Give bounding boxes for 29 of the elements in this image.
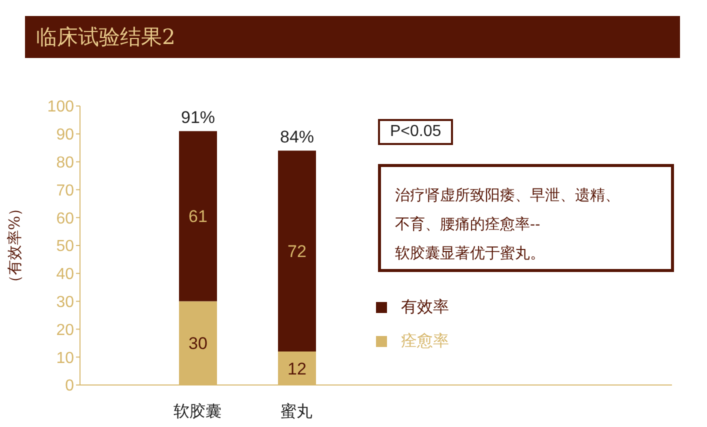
y-tick-label: 50: [56, 238, 74, 256]
total-label: 84%: [280, 128, 314, 147]
x-tick-label: 软胶囊: [174, 401, 222, 420]
y-tick-label: 30: [56, 294, 74, 311]
bar: [278, 150, 316, 352]
text: P<0.05: [378, 119, 454, 145]
chart-title: 临床试验结果2: [25, 16, 680, 58]
y-tick-label: 40: [56, 266, 74, 284]
y-tick-label: 70: [56, 182, 74, 200]
y-tick-label: 0: [65, 378, 74, 395]
text: 不育、腰痛的痊愈率--: [395, 214, 542, 235]
y-axis-title: （有效率%）: [5, 200, 24, 290]
text: 治疗肾虚所致阳痿、早泄、遗精、: [395, 185, 621, 206]
data-label: 72: [288, 242, 306, 262]
y-tick-label: 60: [56, 210, 74, 228]
total-label: 91%: [180, 108, 216, 128]
text: 软胶囊显著优于蜜丸。: [395, 243, 546, 264]
y-tick-label: 10: [56, 350, 74, 367]
bar: [179, 131, 217, 302]
data-label: 12: [288, 359, 306, 378]
data-label: 61: [188, 207, 208, 226]
y-tick-label: 90: [56, 126, 74, 144]
y-tick-label: 20: [56, 322, 74, 339]
x-tick-label: 蜜丸: [280, 401, 312, 420]
y-tick-label: 100: [47, 98, 74, 116]
y-tick-label: 80: [56, 154, 74, 172]
legend-label: 有效率: [401, 296, 449, 318]
data-label: 30: [188, 334, 208, 354]
legend-label: 痊愈率: [401, 330, 449, 352]
